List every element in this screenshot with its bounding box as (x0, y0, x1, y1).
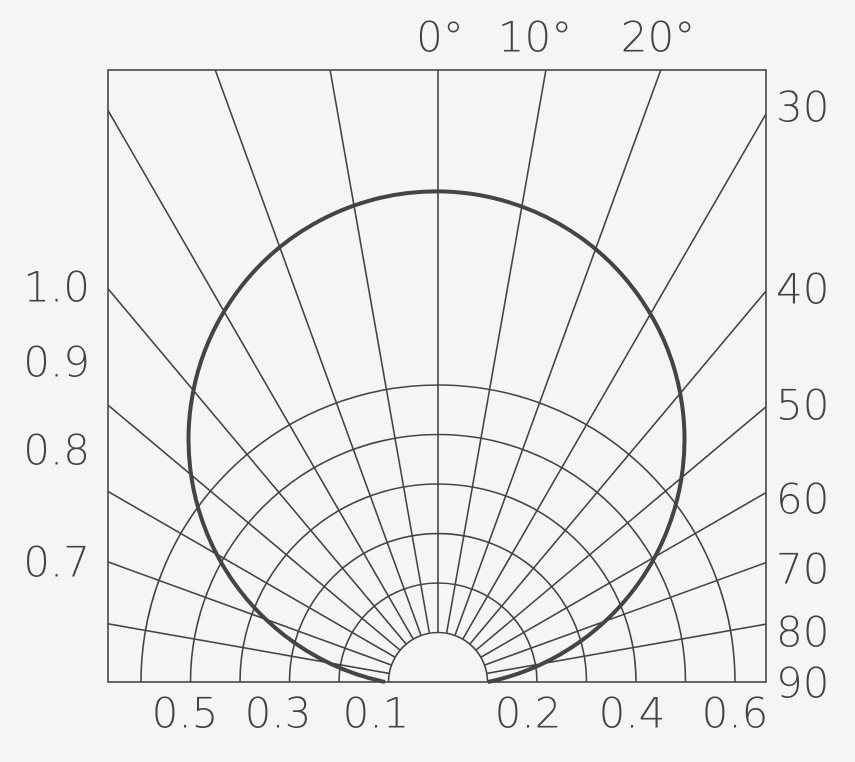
angle-label: 90 (776, 659, 829, 708)
scale-label: 0.2 (495, 689, 562, 738)
grid-arc (387, 631, 489, 683)
grid (107, 69, 767, 683)
frame (107, 69, 767, 683)
angle-label: 0° (416, 13, 464, 62)
grid-ray (486, 623, 767, 675)
distribution-curve (186, 189, 687, 684)
angle-label: 40 (776, 265, 829, 314)
angle-label: 60 (776, 475, 829, 524)
grid-ray (329, 69, 431, 634)
scale-label: 0.4 (599, 689, 666, 738)
scale-label: 0.7 (23, 538, 90, 587)
grid-ray (454, 69, 662, 636)
grid-ray (107, 404, 401, 651)
angle-label: 70 (776, 545, 829, 594)
scale-label: 0.9 (23, 338, 90, 387)
angle-label: 50 (776, 381, 829, 430)
scale-label: 0.6 (702, 689, 769, 738)
grid-ray (475, 406, 767, 651)
grid-ray (214, 69, 422, 636)
grid-ray (484, 561, 767, 666)
grid-ray (107, 623, 390, 675)
angle-label: 80 (776, 608, 829, 657)
scale-label: 0.5 (152, 689, 219, 738)
grid-ray (445, 69, 547, 634)
scale-label: 0.8 (23, 426, 90, 475)
scale-label: 0.1 (343, 689, 410, 738)
grid-ray (469, 290, 767, 645)
grid-ray (107, 561, 392, 666)
grid-ray (107, 110, 414, 640)
grid-ray (480, 491, 767, 658)
scale-label: 1.0 (23, 263, 90, 312)
grid-ray (107, 288, 407, 645)
angle-label: 30 (776, 83, 829, 132)
angle-label: 20° (621, 13, 695, 62)
grid-ray (462, 113, 767, 640)
grid-ray (107, 490, 396, 658)
angle-label: 10° (498, 13, 572, 62)
scale-label: 0.3 (245, 689, 312, 738)
